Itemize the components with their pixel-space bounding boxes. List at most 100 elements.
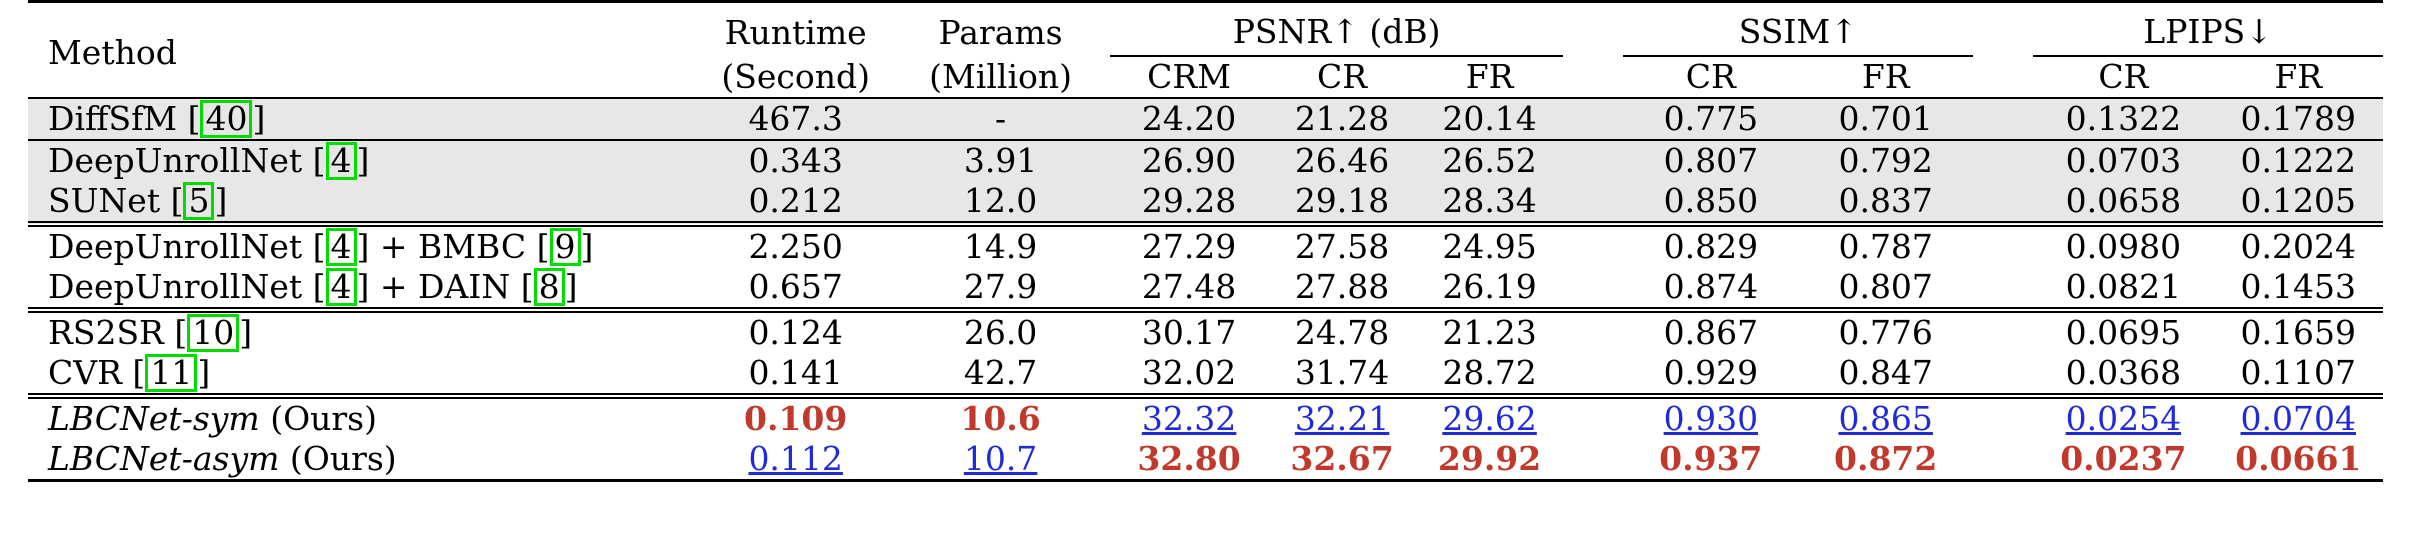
params-cell: 3.91 [891,139,1110,181]
psnr-fr-cell: 21.23 [1415,307,1564,353]
ssim-fr-cell: 0.787 [1798,221,1974,267]
ssim-fr-cell: 0.865 [1798,393,1974,439]
method-cell: DeepUnrollNet [4] + DAIN [8] [48,267,578,306]
table-row: LBCNet-asym (Ours) 0.112 10.7 32.80 32.6… [28,439,2383,482]
psnr-crm-cell: 29.28 [1109,181,1269,224]
header-row-2: (Second) (Million) CRM CR FR CR FR CR FR [28,56,2383,98]
psnr-cr-cell: 29.18 [1268,181,1416,224]
table-row: CVR [11] 0.141 42.7 32.02 31.74 28.72 0.… [28,353,2383,396]
method-header: Method [28,0,701,98]
params-cell: 10.7 [891,439,1110,482]
params-unit: (Million) [929,56,1073,96]
lpips-cr-cell: 0.0695 [2033,307,2214,353]
table-row: DeepUnrollNet [4] + BMBC [9] 2.250 14.9 … [28,221,2383,267]
lpips-cr-header: CR [2098,57,2149,96]
table-row: SUNet [5] 0.212 12.0 29.28 29.18 28.34 0… [28,181,2383,224]
runtime-cell: 0.109 [700,393,892,439]
runtime-cell: 0.212 [700,181,892,224]
citation-link[interactable]: 10 [187,314,240,352]
method-cell: LBCNet-asym (Ours) [28,439,701,482]
psnr-fr-cell: 20.14 [1415,97,1564,140]
ssim-fr-cell: 0.872 [1798,439,1974,482]
lpips-cr-cell: 0.0254 [2033,393,2214,439]
psnr-crm-cell: 27.48 [1141,267,1237,306]
ssim-fr-cell: 0.847 [1838,353,1933,392]
header-row-1: Method Runtime Params PSNR↑ (dB) SSIM↑ L… [28,0,2383,98]
citation-link[interactable]: 11 [145,354,198,392]
params-cell: - [891,97,1110,140]
ssim-cr-cell: 0.930 [1623,393,1799,439]
lpips-fr-cell: 0.1789 [2213,97,2383,140]
runtime-cell: 0.343 [700,139,892,181]
psnr-cr-cell: 31.74 [1294,353,1390,392]
runtime-cell: 0.112 [700,439,892,482]
params-cell: 10.6 [891,393,1110,439]
psnr-fr-cell: 29.92 [1415,439,1564,482]
lpips-cr-cell: 0.0368 [2065,353,2182,392]
citation-link[interactable]: 8 [533,268,565,306]
ssim-cr-cell: 0.807 [1623,139,1799,181]
citation-link[interactable]: 4 [325,142,357,180]
params-cell: 12.0 [891,181,1110,224]
runtime-cell: 467.3 [700,97,892,140]
citation-link[interactable]: 5 [183,182,215,220]
psnr-crm-cell: 24.20 [1109,97,1269,140]
psnr-crm-cell: 30.17 [1109,307,1269,353]
table-row: LBCNet-sym (Ours) 0.109 10.6 32.32 32.21… [28,393,2383,439]
runtime-cell: 2.250 [700,221,892,267]
lpips-cr-cell: 0.0821 [2065,267,2182,306]
ssim-fr-cell: 0.837 [1798,181,1974,224]
lpips-cr-cell: 0.0703 [2033,139,2214,181]
psnr-crm-header: CRM [1147,57,1232,96]
params-cell: 42.7 [963,353,1038,392]
citation-link[interactable]: 40 [200,100,253,138]
lpips-group-header: LPIPS↓ [2033,0,2383,57]
ssim-group-header: SSIM↑ [1623,0,1974,57]
runtime-cell: 0.141 [748,353,843,392]
params-cell: 14.9 [891,221,1110,267]
ssim-cr-cell: 0.929 [1663,353,1759,392]
psnr-fr-cell: 28.72 [1442,353,1537,392]
ssim-cr-cell: 0.874 [1663,267,1759,306]
psnr-group-header: PSNR↑ (dB) [1109,0,1564,57]
citation-link[interactable]: 4 [325,228,357,266]
lpips-fr-header: FR [2274,57,2323,96]
ssim-cr-cell: 0.850 [1623,181,1799,224]
psnr-crm-cell: 32.02 [1141,353,1237,392]
psnr-fr-cell: 24.95 [1415,221,1564,267]
runtime-header: Runtime [700,0,892,56]
method-cell: DiffSfM [40] [28,97,701,140]
ssim-fr-cell: 0.776 [1798,307,1974,353]
lpips-cr-cell: 0.1322 [2033,97,2214,140]
psnr-cr-header: CR [1317,57,1368,96]
runtime-unit: (Second) [721,56,870,96]
lpips-cr-cell: 0.0658 [2033,181,2214,224]
ssim-cr-cell: 0.867 [1623,307,1799,353]
psnr-crm-cell: 32.80 [1109,439,1269,482]
ssim-cr-header: CR [1685,57,1736,96]
lpips-fr-cell: 0.1453 [2240,267,2356,306]
method-cell: SUNet [5] [28,181,701,224]
psnr-cr-cell: 32.67 [1268,439,1416,482]
runtime-cell: 0.124 [700,307,892,353]
lpips-fr-cell: 0.1659 [2213,307,2383,353]
ssim-cr-cell: 0.775 [1623,97,1799,140]
psnr-crm-cell: 27.29 [1109,221,1269,267]
lpips-fr-cell: 0.1107 [2240,353,2356,392]
psnr-fr-cell: 28.34 [1415,181,1564,224]
params-header: Params [891,0,1110,56]
ssim-cr-cell: 0.937 [1623,439,1799,482]
params-cell: 27.9 [963,267,1038,306]
psnr-cr-cell: 26.46 [1268,139,1416,181]
ssim-fr-cell: 0.807 [1838,267,1933,306]
lpips-fr-cell: 0.2024 [2213,221,2383,267]
runtime-cell: 0.657 [748,267,843,306]
ssim-fr-header: FR [1861,57,1910,96]
psnr-crm-cell: 32.32 [1109,393,1269,439]
params-cell: 26.0 [891,307,1110,353]
citation-link[interactable]: 9 [549,228,581,266]
lpips-fr-cell: 0.1205 [2213,181,2383,224]
ssim-cr-cell: 0.829 [1623,221,1799,267]
psnr-cr-cell: 24.78 [1268,307,1416,353]
citation-link[interactable]: 4 [325,268,357,306]
